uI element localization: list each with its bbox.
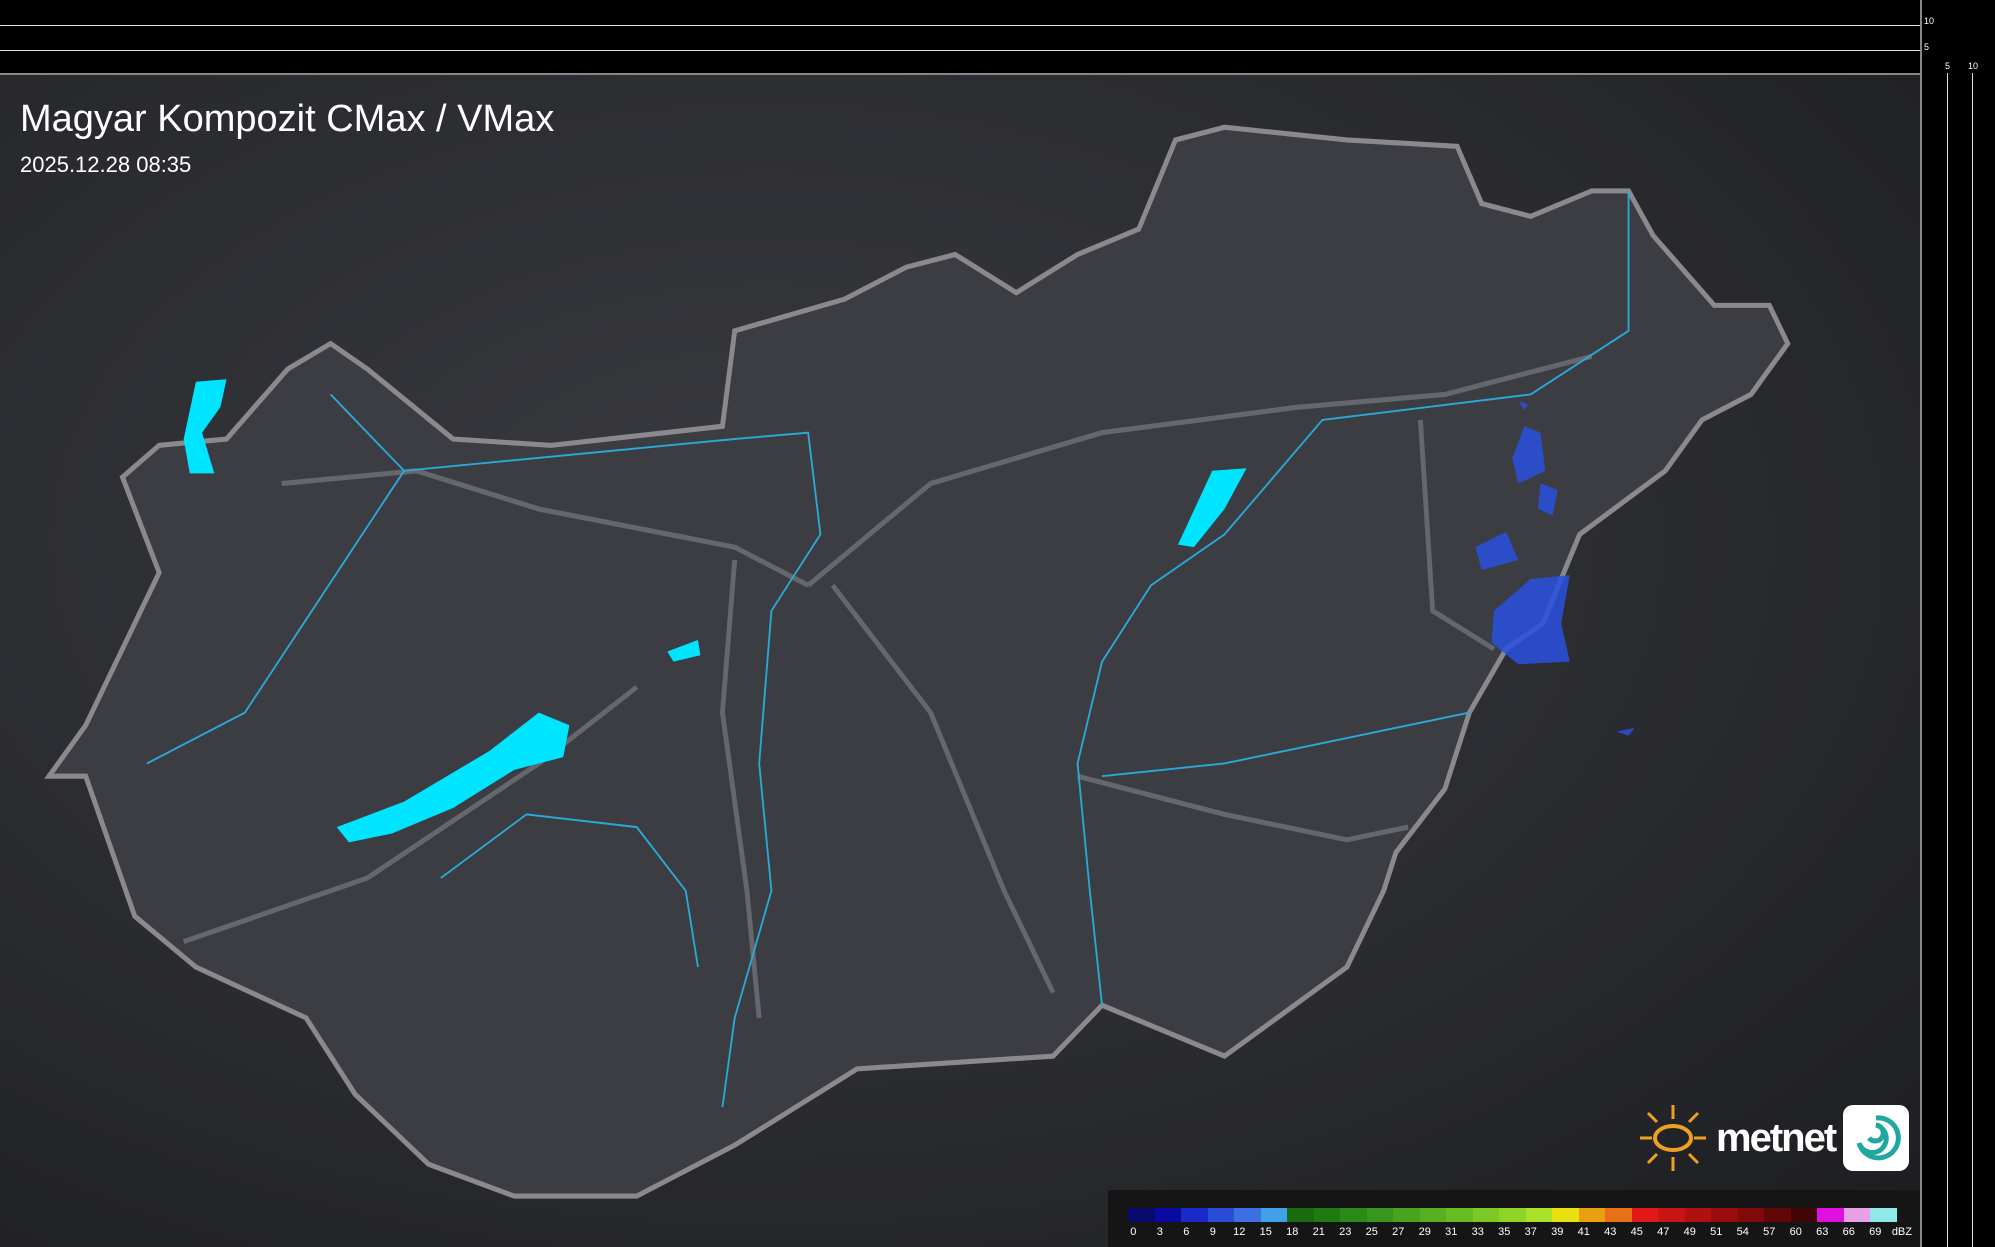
legend-label: 63 [1816, 1226, 1829, 1238]
scale-tick: 10 [1968, 61, 1979, 71]
legend-swatch [1313, 1208, 1340, 1222]
legend-swatch [1870, 1208, 1897, 1222]
legend-swatch [1631, 1208, 1658, 1222]
legend-swatch [1658, 1208, 1685, 1222]
scale-tick: 5 [1945, 61, 1951, 71]
legend-swatch [1234, 1208, 1261, 1222]
legend-label: 21 [1312, 1226, 1325, 1238]
legend-label: 45 [1630, 1226, 1643, 1238]
legend-swatch [1419, 1208, 1446, 1222]
scale-tick: 10 [1924, 16, 1935, 26]
legend-swatch [1578, 1208, 1605, 1222]
legend-swatch [1605, 1208, 1632, 1222]
legend-label: 57 [1763, 1226, 1776, 1238]
scale-tick: 5 [1924, 42, 1930, 52]
legend-label: 6 [1183, 1226, 1190, 1238]
dbz-color-legend: 0 3 6 9 12 15 18 21 23 25 27 29 31 33 35 37 39 41 43 45 47 49… [1108, 1190, 1920, 1247]
legend-label: 31 [1445, 1226, 1458, 1238]
legend-swatch [1711, 1208, 1738, 1222]
top-scale-strip [0, 0, 1920, 75]
legend-label: 51 [1710, 1226, 1723, 1238]
lake-velence [667, 640, 701, 662]
legend-labels: 0 3 6 9 12 15 18 21 23 25 27 29 31 33 35 37 39 41 43 45 47 49… [1120, 1226, 1889, 1238]
legend-swatch [1472, 1208, 1499, 1222]
legend-label: 25 [1365, 1226, 1378, 1238]
scale-line-5 [1947, 73, 1948, 1247]
legend-label: 12 [1233, 1226, 1246, 1238]
radar-echoes [1475, 400, 1635, 736]
legend-swatch [1154, 1208, 1181, 1222]
legend-swatch [1446, 1208, 1473, 1222]
legend-swatch [1207, 1208, 1234, 1222]
rivers [146, 190, 1630, 1108]
legend-swatch [1181, 1208, 1208, 1222]
county-borders [182, 353, 1593, 1019]
legend-swatch [1790, 1208, 1817, 1222]
lake-tisza [1177, 468, 1247, 548]
map-canvas[interactable] [0, 0, 1920, 1247]
legend-swatch [1393, 1208, 1420, 1222]
legend-label: 41 [1577, 1226, 1590, 1238]
legend-label: 66 [1842, 1226, 1855, 1238]
lake-balaton [336, 712, 570, 843]
sun-icon [1640, 1105, 1706, 1171]
legend-swatch [1340, 1208, 1367, 1222]
legend-label: 49 [1683, 1226, 1696, 1238]
legend-label: 0 [1130, 1226, 1137, 1238]
legend-unit: dBZ [1891, 1226, 1912, 1238]
legend-label: 27 [1392, 1226, 1405, 1238]
legend-label: 23 [1339, 1226, 1352, 1238]
legend-swatch [1737, 1208, 1764, 1222]
legend-label: 33 [1471, 1226, 1484, 1238]
legend-swatch [1260, 1208, 1287, 1222]
legend-label: 43 [1604, 1226, 1617, 1238]
legend-label: 60 [1789, 1226, 1802, 1238]
logo-text: metnet [1716, 1115, 1837, 1160]
legend-label: 69 [1869, 1226, 1882, 1238]
legend-swatch [1366, 1208, 1393, 1222]
lake-neusiedl [183, 379, 227, 474]
scale-line-5 [0, 50, 1920, 51]
scale-line-10 [0, 25, 1920, 26]
right-scale-strip: 10 5 5 10 [1920, 0, 1995, 1247]
legend-label: 54 [1736, 1226, 1749, 1238]
legend-label: 18 [1286, 1226, 1299, 1238]
legend-swatch [1684, 1208, 1711, 1222]
legend-label: 39 [1551, 1226, 1564, 1238]
map-title: Magyar Kompozit CMax / VMax [20, 98, 555, 140]
lakes [183, 379, 1247, 843]
map-timestamp: 2025.12.28 08:35 [20, 152, 192, 177]
scale-line-10 [1972, 73, 1973, 1247]
legend-swatch [1817, 1208, 1844, 1222]
legend-label: 47 [1657, 1226, 1670, 1238]
legend-swatches [1128, 1208, 1897, 1222]
legend-label: 37 [1524, 1226, 1537, 1238]
swirl-icon [1843, 1105, 1910, 1171]
legend-swatch [1287, 1208, 1314, 1222]
legend-label: 9 [1209, 1226, 1216, 1238]
legend-swatch [1499, 1208, 1526, 1222]
legend-swatch [1764, 1208, 1791, 1222]
legend-swatch [1552, 1208, 1579, 1222]
legend-swatch [1128, 1208, 1155, 1222]
legend-label: 35 [1498, 1226, 1511, 1238]
metnet-logo: metnet [1638, 1103, 1910, 1173]
legend-swatch [1525, 1208, 1552, 1222]
hungary-outline [44, 124, 1791, 1199]
legend-label: 29 [1418, 1226, 1431, 1238]
legend-label: 15 [1259, 1226, 1272, 1238]
legend-swatch [1843, 1208, 1870, 1222]
legend-label: 3 [1156, 1226, 1163, 1238]
